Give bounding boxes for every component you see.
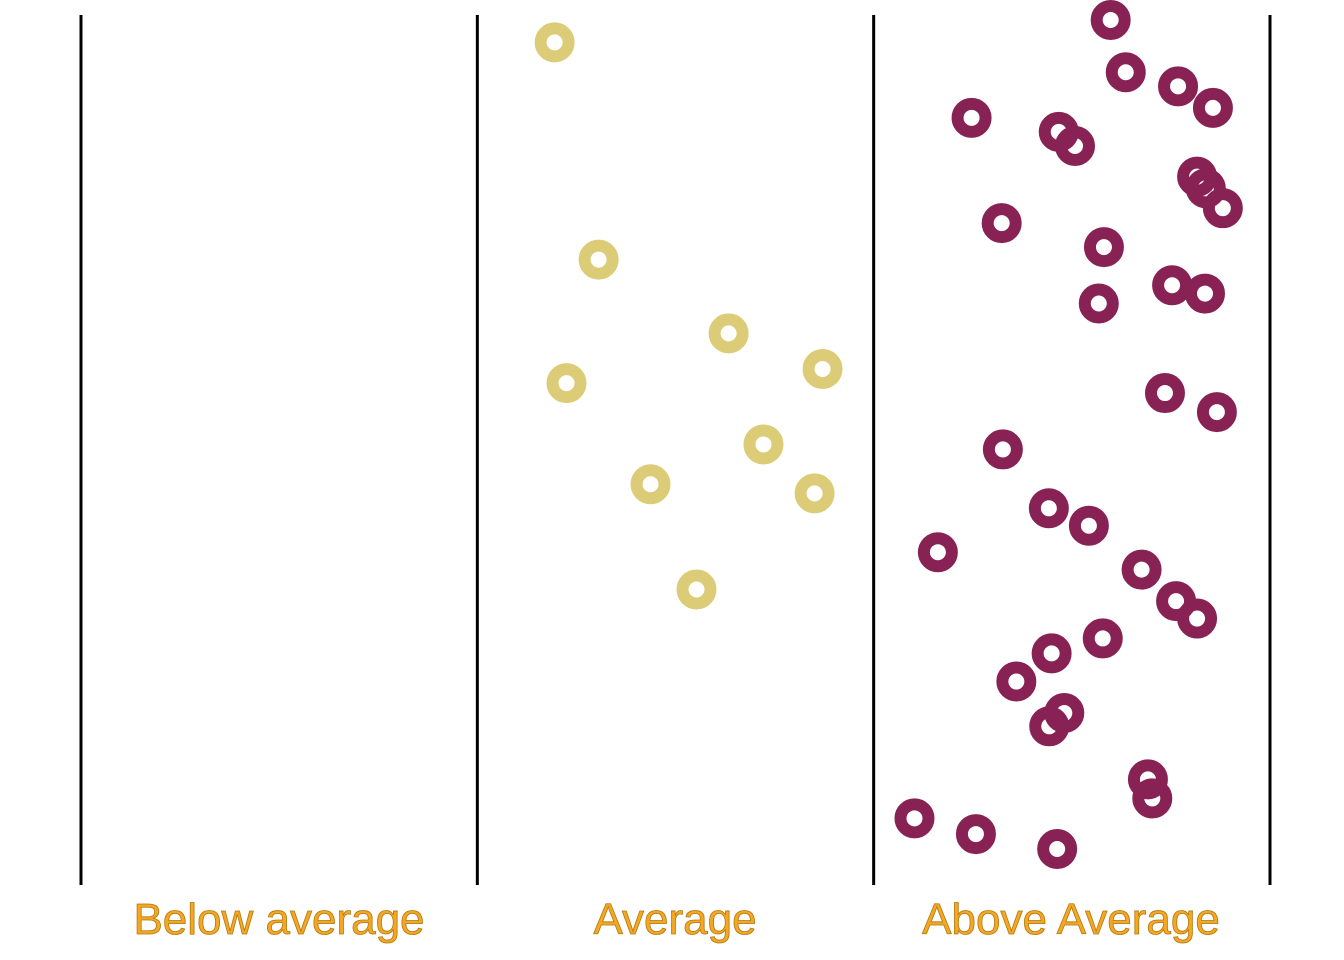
data-point-above-average	[917, 532, 958, 573]
data-point-above-average	[1037, 829, 1078, 869]
panel-dividers	[79, 15, 1272, 885]
category-label-average: Average	[593, 895, 756, 944]
category-labels: Below average Average Above Average	[133, 895, 1220, 945]
data-point-above-average	[1055, 126, 1096, 167]
data-point-above-average	[1196, 392, 1237, 433]
data-point-above-average	[955, 814, 996, 855]
data-point-above-average	[996, 661, 1037, 702]
data-point-above-average	[1029, 706, 1070, 747]
data-point-average	[578, 239, 619, 280]
data-point-above-average	[1082, 618, 1123, 659]
data-point-above-average	[1192, 87, 1233, 128]
data-point-above-average	[1078, 283, 1119, 324]
data-point-above-average	[982, 429, 1023, 470]
data-point-above-average	[1121, 549, 1162, 590]
category-label-above-average: Above Average	[922, 895, 1220, 944]
category-label-below-average: Below average	[133, 895, 424, 944]
data-point-average	[630, 464, 671, 505]
data-point-above-average	[1144, 373, 1185, 414]
data-point-above-average	[1090, 0, 1131, 40]
data-point-above-average	[1177, 598, 1218, 639]
data-point-above-average	[1202, 188, 1243, 229]
data-point-above-average	[951, 97, 992, 138]
data-point-above-average	[981, 203, 1022, 244]
data-point-average	[708, 313, 749, 354]
data-point-above-average	[1031, 633, 1072, 674]
data-point-above-average	[1158, 66, 1199, 107]
data-point-above-average	[1132, 778, 1173, 819]
data-points	[534, 0, 1243, 869]
data-point-average	[794, 473, 835, 514]
data-point-average	[743, 424, 784, 465]
data-point-above-average	[1185, 273, 1226, 314]
data-point-average	[546, 363, 587, 404]
data-point-average	[534, 22, 575, 63]
data-point-above-average	[1068, 505, 1109, 546]
data-point-above-average	[1105, 52, 1146, 93]
data-point-above-average	[894, 798, 935, 839]
data-point-above-average	[1083, 227, 1124, 268]
data-point-average	[676, 569, 717, 610]
data-point-above-average	[1152, 265, 1193, 306]
data-point-average	[802, 349, 843, 390]
data-point-above-average	[1028, 488, 1069, 529]
data-point-above-average	[1127, 759, 1168, 800]
